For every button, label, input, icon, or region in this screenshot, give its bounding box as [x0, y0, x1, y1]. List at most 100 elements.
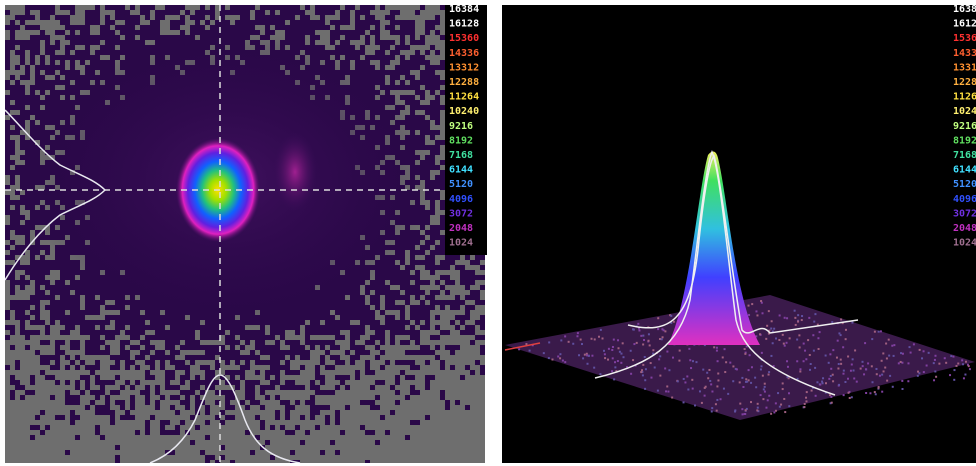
noise-pixel: [380, 345, 385, 350]
noise-pixel: [395, 450, 400, 455]
noise-pixel: [345, 415, 350, 420]
noise-pixel: [400, 395, 405, 400]
noise-pixel: [380, 395, 385, 400]
noise-pixel: [440, 270, 445, 275]
noise-pixel: [235, 420, 240, 425]
noise-pixel: [195, 450, 200, 455]
noise-pixel: [25, 210, 30, 215]
noise-dot: [801, 315, 804, 318]
noise-pixel: [280, 450, 285, 455]
noise-pixel: [420, 45, 425, 50]
noise-pixel: [100, 345, 105, 350]
noise-pixel: [125, 405, 130, 410]
noise-pixel: [360, 40, 365, 45]
noise-pixel: [435, 405, 440, 410]
noise-pixel: [440, 315, 445, 320]
noise-pixel: [145, 455, 150, 460]
noise-pixel: [125, 345, 130, 350]
noise-dot: [531, 344, 534, 347]
noise-pixel: [280, 435, 285, 440]
noise-pixel: [430, 390, 435, 395]
noise-pixel: [460, 460, 465, 463]
noise-pixel: [480, 415, 485, 420]
noise-pixel: [420, 420, 425, 425]
noise-pixel: [385, 410, 390, 415]
noise-pixel: [25, 380, 30, 385]
noise-pixel: [45, 90, 50, 95]
noise-dot: [807, 339, 810, 342]
noise-pixel: [175, 370, 180, 375]
noise-pixel: [250, 360, 255, 365]
noise-pixel: [390, 425, 395, 430]
noise-pixel: [470, 415, 475, 420]
scale-label: 16128: [449, 19, 479, 30]
noise-pixel: [25, 60, 30, 65]
noise-pixel: [315, 335, 320, 340]
noise-pixel: [290, 335, 295, 340]
noise-pixel: [110, 340, 115, 345]
noise-pixel: [135, 340, 140, 345]
noise-dot: [653, 366, 656, 369]
noise-dot: [722, 387, 725, 390]
noise-pixel: [440, 120, 445, 125]
noise-dot: [873, 330, 876, 333]
noise-pixel: [80, 340, 85, 345]
noise-pixel: [295, 395, 300, 400]
noise-pixel: [10, 65, 15, 70]
noise-pixel: [10, 165, 15, 170]
noise-dot: [661, 336, 664, 339]
noise-dot: [952, 355, 955, 358]
noise-pixel: [340, 400, 345, 405]
noise-pixel: [305, 445, 310, 450]
noise-pixel: [340, 435, 345, 440]
noise-pixel: [55, 440, 60, 445]
noise-pixel: [5, 15, 10, 20]
noise-pixel: [35, 400, 40, 405]
noise-pixel: [55, 270, 60, 275]
noise-pixel: [90, 445, 95, 450]
noise-pixel: [15, 20, 20, 25]
noise-dot: [828, 377, 831, 380]
noise-dot: [755, 335, 758, 338]
noise-pixel: [350, 425, 355, 430]
noise-pixel: [335, 370, 340, 375]
noise-dot: [626, 366, 629, 369]
noise-pixel: [395, 460, 400, 463]
noise-pixel: [220, 405, 225, 410]
noise-pixel: [385, 65, 390, 70]
noise-pixel: [55, 445, 60, 450]
noise-pixel: [110, 445, 115, 450]
noise-pixel: [370, 435, 375, 440]
noise-pixel: [80, 45, 85, 50]
noise-pixel: [235, 405, 240, 410]
noise-dot: [703, 394, 706, 397]
noise-pixel: [470, 335, 475, 340]
noise-pixel: [270, 340, 275, 345]
noise-pixel: [160, 20, 165, 25]
noise-pixel: [10, 15, 15, 20]
noise-pixel: [130, 410, 135, 415]
noise-pixel: [360, 360, 365, 365]
noise-dot: [665, 390, 668, 393]
noise-pixel: [225, 375, 230, 380]
noise-pixel: [395, 345, 400, 350]
noise-dot: [794, 323, 797, 326]
noise-pixel: [30, 335, 35, 340]
noise-pixel: [5, 445, 10, 450]
noise-pixel: [190, 350, 195, 355]
noise-pixel: [360, 380, 365, 385]
noise-pixel: [110, 25, 115, 30]
noise-dot: [816, 381, 819, 384]
noise-pixel: [70, 385, 75, 390]
noise-pixel: [190, 460, 195, 463]
noise-pixel: [295, 390, 300, 395]
noise-pixel: [330, 375, 335, 380]
noise-pixel: [365, 300, 370, 305]
scale-label: 2048: [449, 223, 473, 234]
noise-dot: [850, 396, 853, 399]
noise-pixel: [420, 365, 425, 370]
noise-dot: [814, 313, 817, 316]
noise-pixel: [70, 380, 75, 385]
noise-dot: [757, 410, 760, 413]
noise-pixel: [380, 25, 385, 30]
